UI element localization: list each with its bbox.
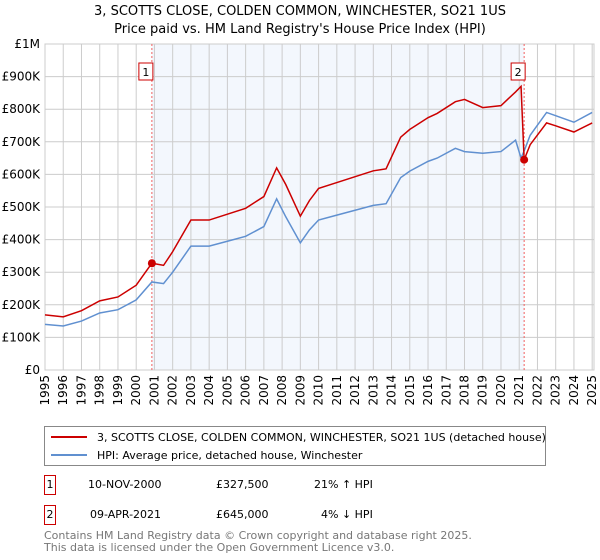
x-tick-label: 2006: [239, 375, 253, 406]
x-tick-label: 2013: [366, 375, 380, 406]
y-tick-label: £0: [25, 363, 40, 377]
x-tick-label: 2017: [439, 375, 453, 406]
x-tick-label: 1998: [93, 375, 107, 406]
x-tick-label: 2023: [549, 375, 563, 406]
x-tick-label: 1995: [38, 375, 52, 406]
x-tick-label: 2001: [147, 375, 161, 406]
hpi-line: [44, 111, 593, 327]
x-tick-label: 2009: [293, 375, 307, 406]
footer: Contains HM Land Registry data © Crown c…: [44, 530, 472, 554]
legend-label: 3, SCOTTS CLOSE, COLDEN COMMON, WINCHEST…: [97, 430, 546, 444]
legend-item-property: 3, SCOTTS CLOSE, COLDEN COMMON, WINCHEST…: [51, 429, 546, 445]
sale-hpi: 4% ↓ HPI: [321, 508, 373, 521]
legend-swatch-red: [51, 436, 87, 438]
sale-row: 2 09-APR-2021 £645,000 4% ↓ HPI: [44, 505, 444, 525]
sale-price: £645,000: [216, 508, 269, 521]
y-tick-label: £200K: [2, 298, 42, 312]
y-tick-label: £800K: [2, 102, 42, 116]
y-tick-label: £600K: [2, 167, 42, 181]
chart-title: 3, SCOTTS CLOSE, COLDEN COMMON, WINCHEST…: [0, 3, 600, 39]
y-tick-label: £900K: [2, 70, 42, 84]
x-tick-label: 2022: [530, 375, 544, 406]
x-tick-label: 2025: [585, 375, 599, 406]
title-line-2: Price paid vs. HM Land Registry's House …: [114, 22, 486, 37]
sale-price: £327,500: [216, 478, 269, 491]
annotation-label: 2: [515, 66, 522, 79]
y-tick-label: £400K: [2, 233, 42, 247]
sale-date: 10-NOV-2000: [88, 478, 162, 491]
sale-marker: 1: [44, 475, 56, 495]
x-tick-label: 2020: [494, 375, 508, 406]
title-line-1: 3, SCOTTS CLOSE, COLDEN COMMON, WINCHEST…: [94, 4, 506, 19]
x-tick-label: 2024: [567, 375, 581, 406]
legend: 3, SCOTTS CLOSE, COLDEN COMMON, WINCHEST…: [44, 426, 546, 466]
footer-copyright: Contains HM Land Registry data © Crown c…: [44, 529, 472, 542]
price-chart: £0 £100K £200K £300K £400K £500K £600K £700K £80…: [2, 37, 600, 406]
sale-hpi: 21% ↑ HPI: [314, 478, 373, 491]
plot-border: [44, 43, 595, 371]
x-tick-label: 2010: [312, 375, 326, 406]
y-tick-label: £500K: [2, 200, 42, 214]
legend-swatch-blue: [51, 454, 87, 456]
x-tick-label: 2007: [257, 375, 271, 406]
x-tick-label: 1997: [74, 375, 88, 406]
sale-marker: 2: [44, 505, 56, 525]
sale-row: 1 10-NOV-2000 £327,500 21% ↑ HPI: [44, 475, 444, 495]
y-tick-label: £1M: [14, 37, 40, 51]
x-tick-label: 2008: [275, 375, 289, 406]
sale-point: [520, 155, 529, 164]
x-tick-label: 2014: [385, 375, 399, 406]
y-tick-label: £100K: [2, 330, 42, 344]
x-tick-label: 2005: [220, 375, 234, 406]
x-tick-label: 2016: [421, 375, 435, 406]
x-tick-label: 2002: [166, 375, 180, 406]
x-tick-label: 2004: [202, 375, 216, 406]
sale-date: 09-APR-2021: [90, 508, 162, 521]
x-tick-label: 2011: [330, 375, 344, 406]
y-tick-label: £300K: [2, 265, 42, 279]
y-tick-label: £700K: [2, 135, 42, 149]
x-tick-label: 2000: [129, 375, 143, 406]
x-tick-label: 2012: [348, 375, 362, 406]
annotation-box: [138, 62, 154, 81]
x-tick-label: 1996: [56, 375, 70, 406]
legend-item-hpi: HPI: Average price, detached house, Winc…: [51, 447, 362, 463]
legend-label: HPI: Average price, detached house, Winc…: [97, 448, 363, 462]
x-tick-label: 2021: [512, 375, 526, 406]
sale-point: [147, 259, 156, 268]
x-tick-label: 2015: [403, 375, 417, 406]
x-tick-label: 1999: [111, 375, 125, 406]
x-tick-label: 2019: [476, 375, 490, 406]
annotation-box: [510, 62, 526, 81]
x-tick-label: 2018: [458, 375, 472, 406]
footer-licence: This data is licensed under the Open Gov…: [44, 541, 395, 554]
annotation-label: 1: [142, 66, 149, 79]
x-tick-label: 2003: [184, 375, 198, 406]
